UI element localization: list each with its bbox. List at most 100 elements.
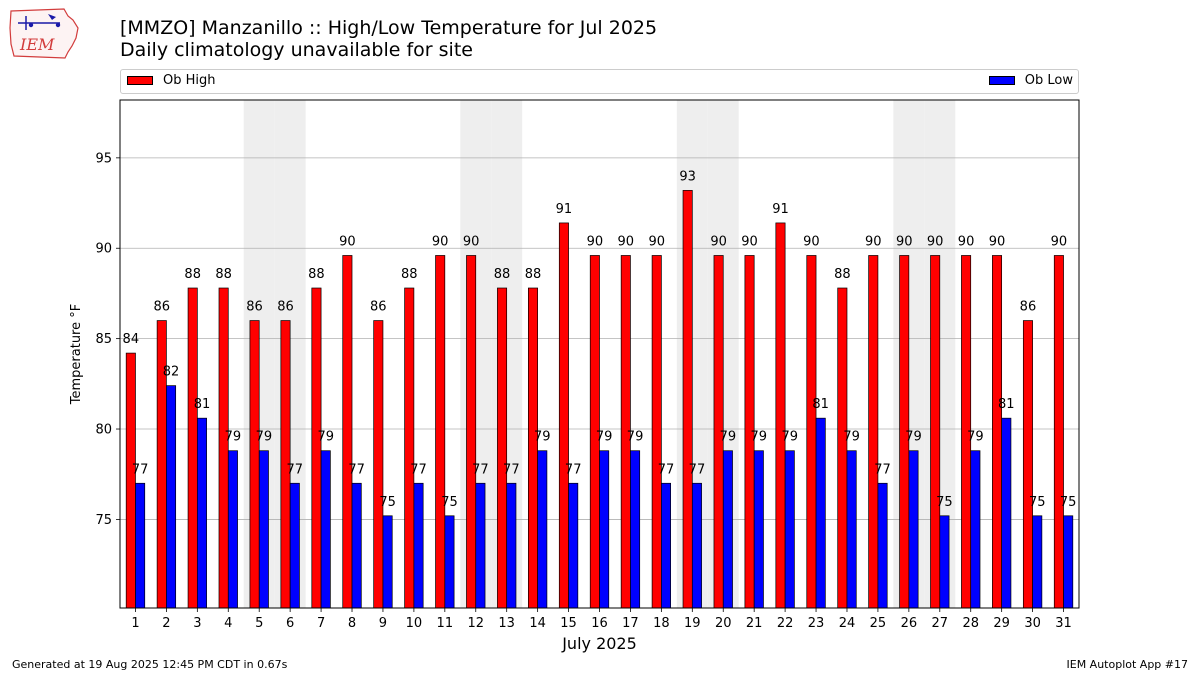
bar-high: [806, 255, 817, 609]
iem-logo: IEM: [9, 8, 79, 59]
bar-low: [815, 417, 826, 609]
data-label-low: 77: [348, 462, 365, 477]
x-tick-label: 13: [498, 616, 515, 631]
bar-high: [682, 190, 693, 609]
bar-low: [784, 450, 795, 609]
bar-high: [218, 287, 229, 609]
bar-high: [558, 222, 569, 609]
bar-low: [289, 482, 300, 609]
data-label-low: 79: [534, 430, 551, 445]
data-label-high: 86: [153, 300, 170, 315]
x-tick-label: 22: [777, 616, 794, 631]
x-tick-label: 14: [529, 616, 546, 631]
bar-low: [908, 450, 919, 609]
data-label-low: 82: [163, 365, 180, 380]
y-tick-label: 85: [95, 332, 112, 347]
legend-item-high: Ob High: [127, 73, 216, 88]
plot-frame: [119, 99, 1080, 609]
data-label-low: 77: [132, 462, 149, 477]
bar-low: [1001, 417, 1012, 609]
data-label-high: 88: [215, 267, 232, 282]
bar-low: [846, 450, 857, 609]
x-tick-label: 7: [317, 616, 325, 631]
bar-low: [320, 450, 331, 609]
x-tick-label: 11: [437, 616, 454, 631]
data-label-high: 88: [308, 267, 325, 282]
data-label-high: 88: [184, 267, 201, 282]
bar-low: [691, 482, 702, 609]
bar-low: [475, 482, 486, 609]
data-label-low: 81: [998, 397, 1015, 412]
x-tick-label: 20: [715, 616, 732, 631]
y-tick-label: 80: [95, 423, 112, 438]
data-label-high: 93: [679, 169, 696, 184]
y-tick-label: 95: [95, 151, 112, 166]
data-label-high: 91: [556, 202, 573, 217]
data-label-high: 86: [277, 300, 294, 315]
data-label-low: 79: [596, 430, 613, 445]
data-label-low: 79: [781, 430, 798, 445]
bar-high: [435, 255, 446, 609]
bar-low: [939, 515, 950, 609]
bar-high: [775, 222, 786, 609]
x-axis-label: July 2025: [561, 634, 637, 653]
bar-high: [466, 255, 477, 609]
data-label-high: 88: [834, 267, 851, 282]
legend-swatch-low: [988, 76, 1015, 85]
bar-high: [187, 287, 198, 609]
x-tick-label: 4: [224, 616, 232, 631]
data-label-high: 91: [772, 202, 789, 217]
data-label-low: 79: [225, 430, 242, 445]
x-tick-label: 25: [870, 616, 887, 631]
data-label-low: 77: [658, 462, 675, 477]
x-tick-label: 10: [406, 616, 423, 631]
data-label-high: 90: [865, 234, 882, 249]
data-label-high: 86: [1020, 300, 1037, 315]
bar-low: [630, 450, 641, 609]
bar-high: [868, 255, 879, 609]
x-tick-label: 19: [684, 616, 701, 631]
x-tick-label: 9: [379, 616, 387, 631]
legend-label-high: Ob High: [163, 73, 216, 88]
bar-low: [351, 482, 362, 609]
data-label-low: 75: [441, 495, 458, 510]
footer-generated: Generated at 19 Aug 2025 12:45 PM CDT in…: [12, 658, 288, 671]
chart-subtitle: Daily climatology unavailable for site: [120, 39, 473, 61]
x-tick-label: 27: [932, 616, 949, 631]
bar-high: [125, 352, 136, 609]
data-label-low: 77: [874, 462, 891, 477]
data-label-low: 77: [472, 462, 489, 477]
data-label-high: 90: [803, 234, 820, 249]
data-label-low: 77: [689, 462, 706, 477]
x-tick-label: 17: [622, 616, 639, 631]
data-label-high: 90: [648, 234, 665, 249]
y-tick-label: 90: [95, 242, 112, 257]
data-label-high: 90: [989, 234, 1006, 249]
data-label-high: 86: [246, 300, 263, 315]
legend-swatch-high: [127, 76, 153, 85]
data-label-low: 75: [1029, 495, 1046, 510]
data-label-high: 90: [618, 234, 635, 249]
bar-high: [373, 320, 384, 609]
x-tick-label: 15: [560, 616, 577, 631]
x-tick-label: 6: [286, 616, 294, 631]
data-label-high: 84: [123, 332, 140, 347]
x-tick-label: 1: [131, 616, 139, 631]
data-label-low: 75: [936, 495, 953, 510]
data-label-high: 90: [741, 234, 758, 249]
data-label-high: 88: [494, 267, 511, 282]
bar-low: [413, 482, 424, 609]
data-label-high: 90: [710, 234, 727, 249]
bar-low: [568, 482, 579, 609]
svg-text:IEM: IEM: [19, 35, 55, 54]
data-label-high: 90: [432, 234, 449, 249]
footer-app: IEM Autoplot App #17: [1066, 658, 1189, 671]
x-tick-label: 28: [962, 616, 979, 631]
bar-high: [837, 287, 848, 609]
bar-high: [527, 287, 538, 609]
x-tick-label: 30: [1024, 616, 1041, 631]
data-label-high: 90: [927, 234, 944, 249]
data-label-low: 79: [967, 430, 984, 445]
bar-high: [497, 287, 508, 609]
data-label-low: 79: [905, 430, 922, 445]
